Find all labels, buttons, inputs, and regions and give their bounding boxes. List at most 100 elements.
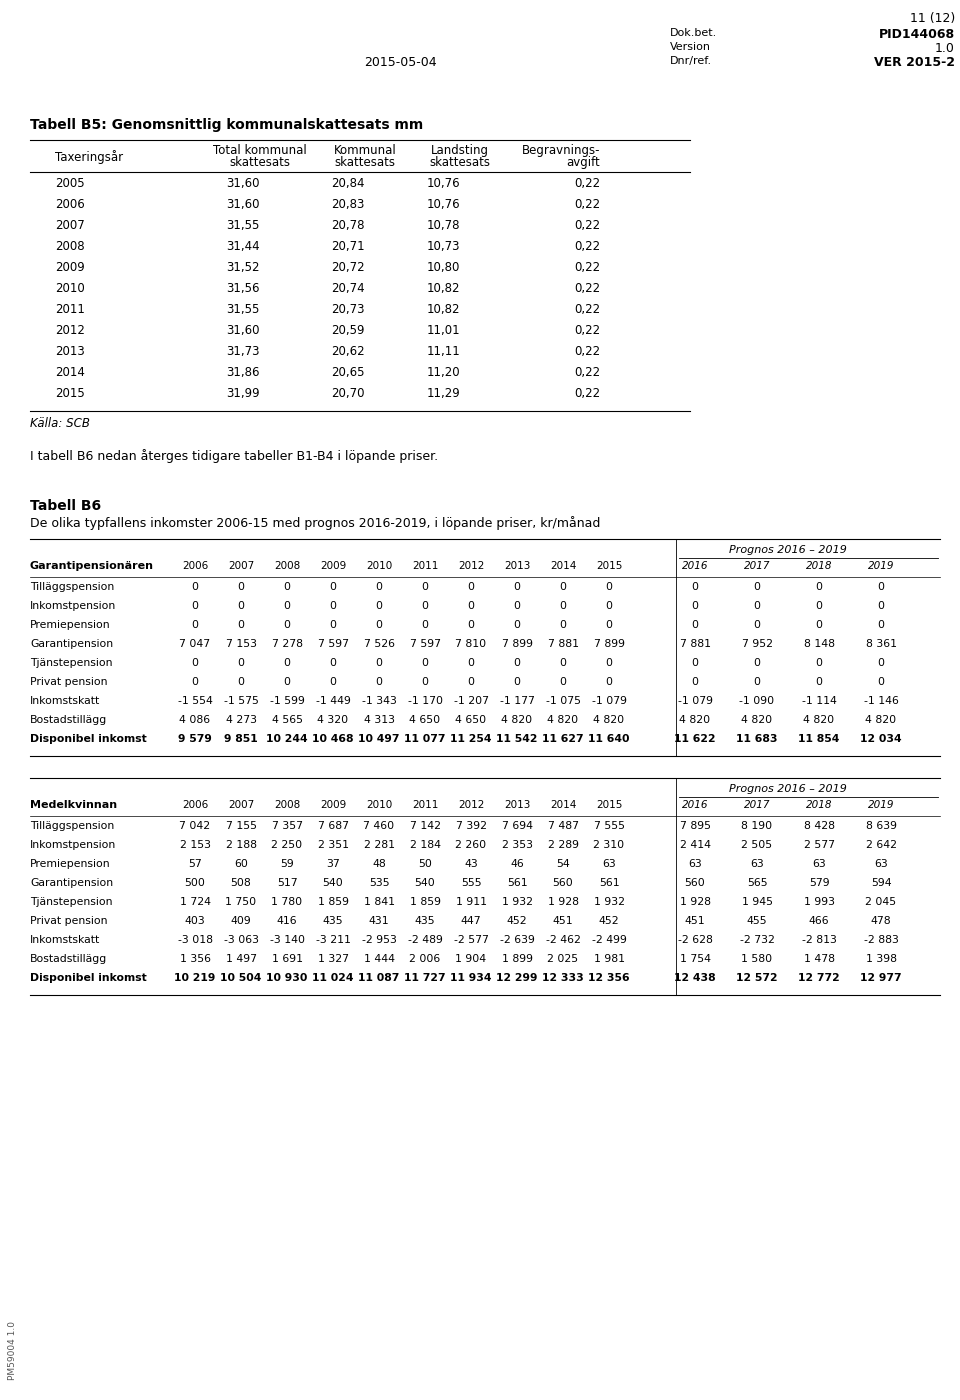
Text: 2 353: 2 353 <box>501 840 533 850</box>
Text: 2009: 2009 <box>320 799 347 811</box>
Text: 7 042: 7 042 <box>180 820 210 832</box>
Text: 12 977: 12 977 <box>860 973 901 983</box>
Text: -2 577: -2 577 <box>453 935 489 945</box>
Text: 2015: 2015 <box>596 799 622 811</box>
Text: 2017: 2017 <box>744 561 770 571</box>
Text: Tilläggspension: Tilläggspension <box>30 820 114 832</box>
Text: -1 075: -1 075 <box>545 696 581 706</box>
Text: 7 952: 7 952 <box>741 638 773 650</box>
Text: 4 565: 4 565 <box>272 715 302 725</box>
Text: 0: 0 <box>283 658 291 668</box>
Text: Premiepension: Premiepension <box>30 620 110 630</box>
Text: 9 851: 9 851 <box>224 734 258 743</box>
Text: -2 462: -2 462 <box>545 935 581 945</box>
Text: 20,74: 20,74 <box>331 281 365 295</box>
Text: 31,55: 31,55 <box>227 302 260 316</box>
Text: 2006: 2006 <box>181 799 208 811</box>
Text: 2 642: 2 642 <box>866 840 897 850</box>
Text: 31,60: 31,60 <box>227 323 260 337</box>
Text: 0: 0 <box>375 601 382 610</box>
Text: 20,65: 20,65 <box>331 365 365 379</box>
Text: 0: 0 <box>421 658 428 668</box>
Text: 0: 0 <box>237 678 245 687</box>
Text: 1 932: 1 932 <box>593 897 625 907</box>
Text: 0: 0 <box>375 582 382 592</box>
Text: Total kommunal: Total kommunal <box>213 144 307 157</box>
Text: Begravnings-: Begravnings- <box>521 144 600 157</box>
Text: 2016: 2016 <box>682 799 708 811</box>
Text: 560: 560 <box>553 878 573 888</box>
Text: 0,22: 0,22 <box>574 218 600 232</box>
Text: 10 504: 10 504 <box>220 973 262 983</box>
Text: 7 487: 7 487 <box>547 820 579 832</box>
Text: 10,82: 10,82 <box>426 281 460 295</box>
Text: 0: 0 <box>691 620 699 630</box>
Text: 11 683: 11 683 <box>736 734 778 743</box>
Text: 0: 0 <box>329 582 337 592</box>
Text: 0: 0 <box>514 658 520 668</box>
Text: 0: 0 <box>815 582 823 592</box>
Text: 0: 0 <box>514 601 520 610</box>
Text: 2015-05-04: 2015-05-04 <box>364 56 436 69</box>
Text: 7 278: 7 278 <box>272 638 302 650</box>
Text: 0,22: 0,22 <box>574 176 600 190</box>
Text: 2014: 2014 <box>550 561 576 571</box>
Text: 10,78: 10,78 <box>426 218 460 232</box>
Text: 0,22: 0,22 <box>574 197 600 211</box>
Text: 466: 466 <box>808 916 829 925</box>
Text: 2012: 2012 <box>458 561 484 571</box>
Text: 1 478: 1 478 <box>804 953 834 965</box>
Text: -2 883: -2 883 <box>864 935 899 945</box>
Text: 0: 0 <box>468 620 474 630</box>
Text: 57: 57 <box>188 860 202 869</box>
Text: 1 497: 1 497 <box>226 953 256 965</box>
Text: 0: 0 <box>329 601 337 610</box>
Text: 0,22: 0,22 <box>574 344 600 358</box>
Text: 0: 0 <box>691 582 699 592</box>
Text: 0: 0 <box>560 658 566 668</box>
Text: 0: 0 <box>514 620 520 630</box>
Text: 2010: 2010 <box>55 281 84 295</box>
Text: 11 934: 11 934 <box>450 973 492 983</box>
Text: 2014: 2014 <box>550 799 576 811</box>
Text: Dnr/ref.: Dnr/ref. <box>670 56 712 66</box>
Text: -3 018: -3 018 <box>178 935 212 945</box>
Text: 2 250: 2 250 <box>272 840 302 850</box>
Text: 4 820: 4 820 <box>547 715 579 725</box>
Text: 0: 0 <box>191 678 199 687</box>
Text: 10,73: 10,73 <box>426 239 460 253</box>
Text: 4 820: 4 820 <box>865 715 897 725</box>
Text: 0: 0 <box>877 620 884 630</box>
Text: 4 273: 4 273 <box>226 715 256 725</box>
Text: 7 881: 7 881 <box>547 638 579 650</box>
Text: PID144068: PID144068 <box>878 28 955 41</box>
Text: 478: 478 <box>871 916 891 925</box>
Text: 451: 451 <box>684 916 706 925</box>
Text: 0: 0 <box>191 601 199 610</box>
Text: 0: 0 <box>815 601 823 610</box>
Text: -3 211: -3 211 <box>316 935 350 945</box>
Text: Inkomstskatt: Inkomstskatt <box>30 935 100 945</box>
Text: 0: 0 <box>877 678 884 687</box>
Text: 63: 63 <box>875 860 888 869</box>
Text: 4 820: 4 820 <box>593 715 625 725</box>
Text: 20,78: 20,78 <box>331 218 365 232</box>
Text: 2013: 2013 <box>55 344 84 358</box>
Text: 0: 0 <box>283 620 291 630</box>
Text: 565: 565 <box>747 878 767 888</box>
Text: 10,82: 10,82 <box>426 302 460 316</box>
Text: 2 310: 2 310 <box>593 840 625 850</box>
Text: 508: 508 <box>230 878 252 888</box>
Text: 0: 0 <box>815 678 823 687</box>
Text: 2 184: 2 184 <box>410 840 441 850</box>
Text: 63: 63 <box>750 860 764 869</box>
Text: -2 732: -2 732 <box>739 935 775 945</box>
Text: 2011: 2011 <box>55 302 84 316</box>
Text: I tabell B6 nedan återges tidigare tabeller B1-B4 i löpande priser.: I tabell B6 nedan återges tidigare tabel… <box>30 449 438 463</box>
Text: Prognos 2016 – 2019: Prognos 2016 – 2019 <box>729 784 847 794</box>
Text: Medelkvinnan: Medelkvinnan <box>30 799 117 811</box>
Text: 431: 431 <box>369 916 390 925</box>
Text: De olika typfallens inkomster 2006-15 med prognos 2016-2019, i löpande priser, k: De olika typfallens inkomster 2006-15 me… <box>30 517 600 531</box>
Text: 0: 0 <box>691 678 699 687</box>
Text: 11 622: 11 622 <box>674 734 716 743</box>
